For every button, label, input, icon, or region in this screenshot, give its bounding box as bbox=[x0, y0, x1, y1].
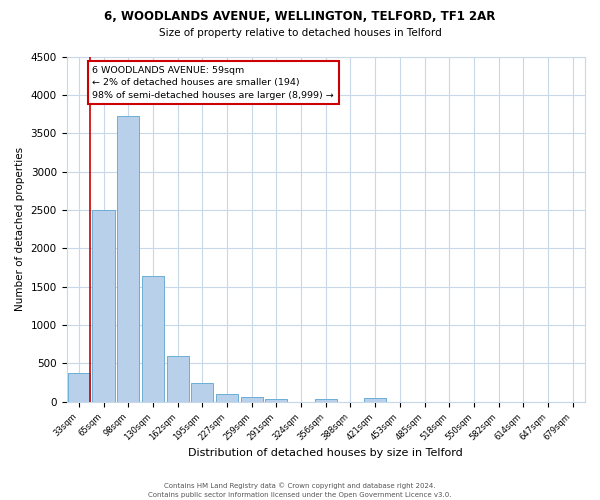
Bar bbox=[142, 276, 164, 402]
Bar bbox=[265, 398, 287, 402]
Text: Size of property relative to detached houses in Telford: Size of property relative to detached ho… bbox=[158, 28, 442, 38]
Text: 6, WOODLANDS AVENUE, WELLINGTON, TELFORD, TF1 2AR: 6, WOODLANDS AVENUE, WELLINGTON, TELFORD… bbox=[104, 10, 496, 23]
Bar bbox=[117, 116, 139, 402]
Bar bbox=[364, 398, 386, 402]
Bar bbox=[68, 372, 90, 402]
X-axis label: Distribution of detached houses by size in Telford: Distribution of detached houses by size … bbox=[188, 448, 463, 458]
Bar bbox=[167, 356, 189, 402]
Bar bbox=[314, 398, 337, 402]
Bar bbox=[216, 394, 238, 402]
Text: Contains HM Land Registry data © Crown copyright and database right 2024.: Contains HM Land Registry data © Crown c… bbox=[164, 482, 436, 489]
Y-axis label: Number of detached properties: Number of detached properties bbox=[15, 147, 25, 311]
Text: 6 WOODLANDS AVENUE: 59sqm
← 2% of detached houses are smaller (194)
98% of semi-: 6 WOODLANDS AVENUE: 59sqm ← 2% of detach… bbox=[92, 66, 334, 100]
Bar bbox=[92, 210, 115, 402]
Bar bbox=[241, 397, 263, 402]
Text: Contains public sector information licensed under the Open Government Licence v3: Contains public sector information licen… bbox=[148, 492, 452, 498]
Bar bbox=[191, 384, 214, 402]
